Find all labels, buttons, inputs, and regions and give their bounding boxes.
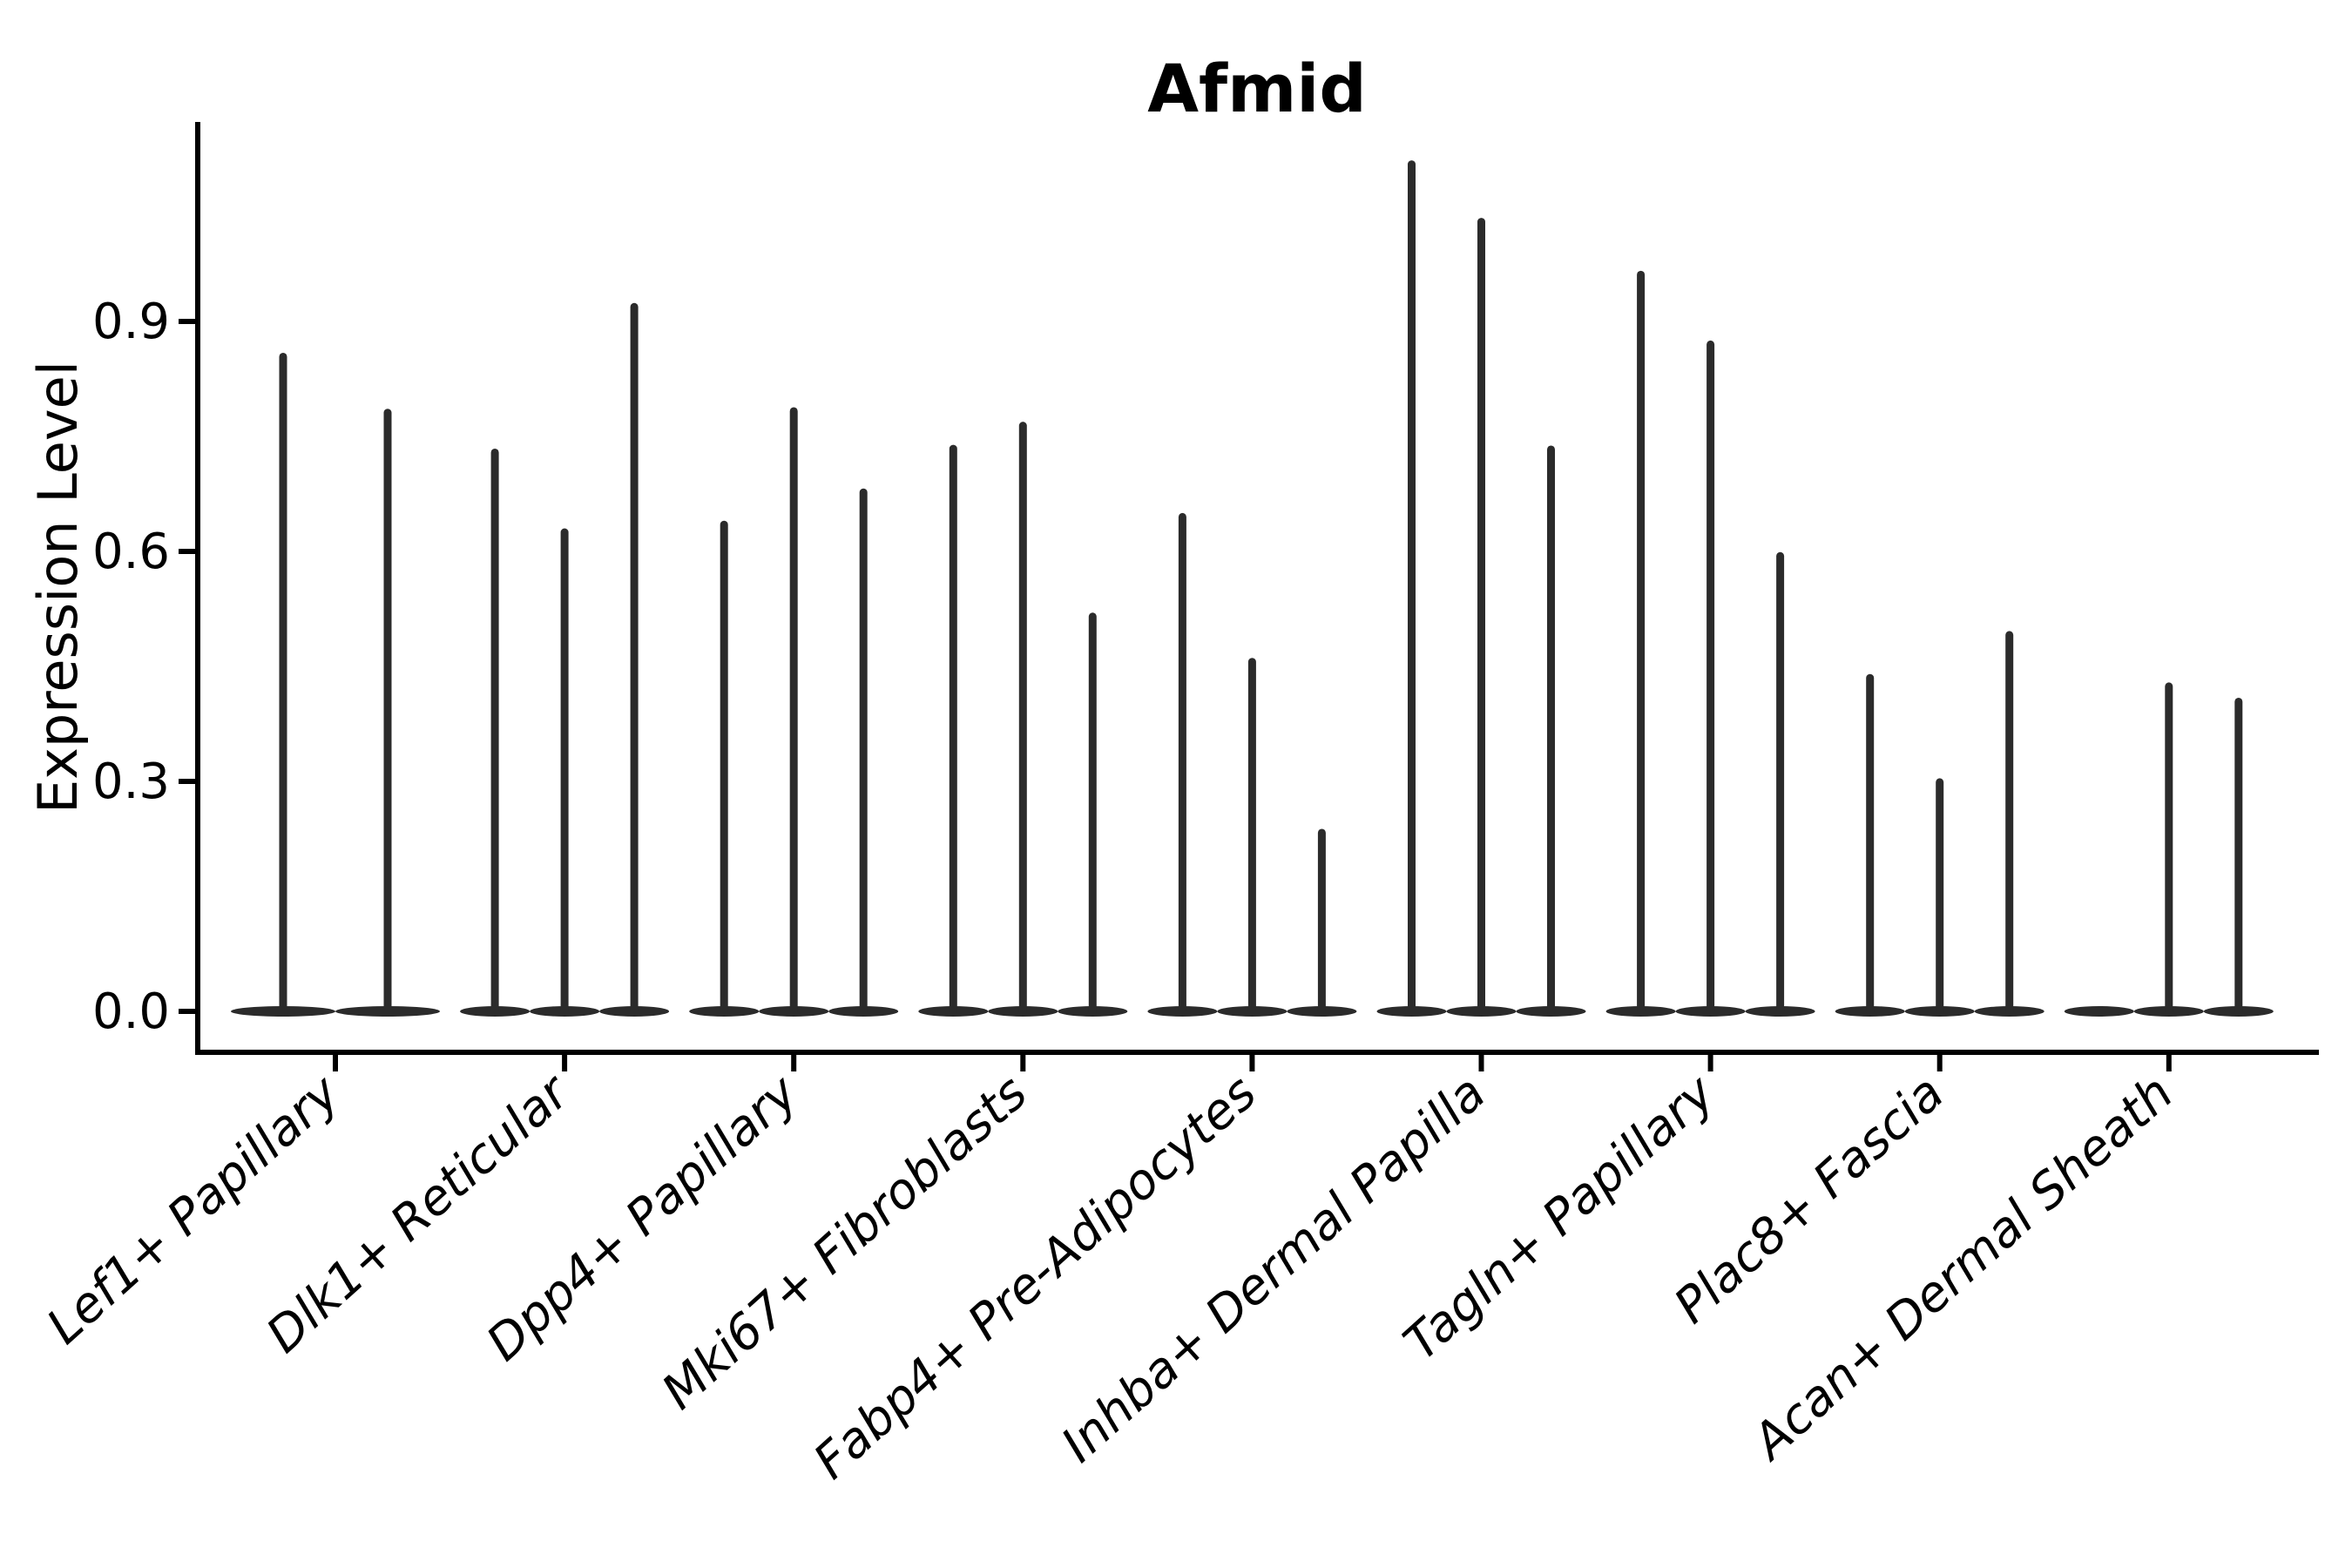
violin-group [231, 352, 440, 1017]
violin-group [1376, 160, 1586, 1017]
violin-group [1605, 270, 1815, 1017]
x-tick-label: Fabp4+ Pre-Adipocytes [803, 1064, 1267, 1490]
violin-base [2064, 1006, 2134, 1017]
violin-group [1147, 512, 1357, 1017]
axes [179, 122, 2319, 1071]
violins [231, 160, 2274, 1017]
y-axis-title: Expression Level [26, 361, 90, 814]
x-tick-label: Acan+ Dermal Sheath [1740, 1064, 2184, 1472]
y-tick-label: 0.3 [92, 754, 170, 810]
y-tick-labels: 0.0 0.3 0.6 0.9 [92, 294, 170, 1040]
violin-group [918, 422, 1128, 1017]
y-tick-label: 0.9 [92, 294, 170, 350]
x-tick-label: Inhba+ Dermal Papilla [1051, 1064, 1497, 1474]
y-tick-label: 0.6 [92, 524, 170, 580]
x-tick-label: Mki67+ Fibroblasts [652, 1064, 1038, 1421]
y-tick-label: 0.0 [92, 983, 170, 1040]
violin-group [689, 407, 899, 1017]
violin-group [1835, 631, 2044, 1017]
violin-group [460, 302, 670, 1017]
chart-title: Afmid [1147, 50, 1367, 127]
violin-group [2064, 682, 2274, 1017]
